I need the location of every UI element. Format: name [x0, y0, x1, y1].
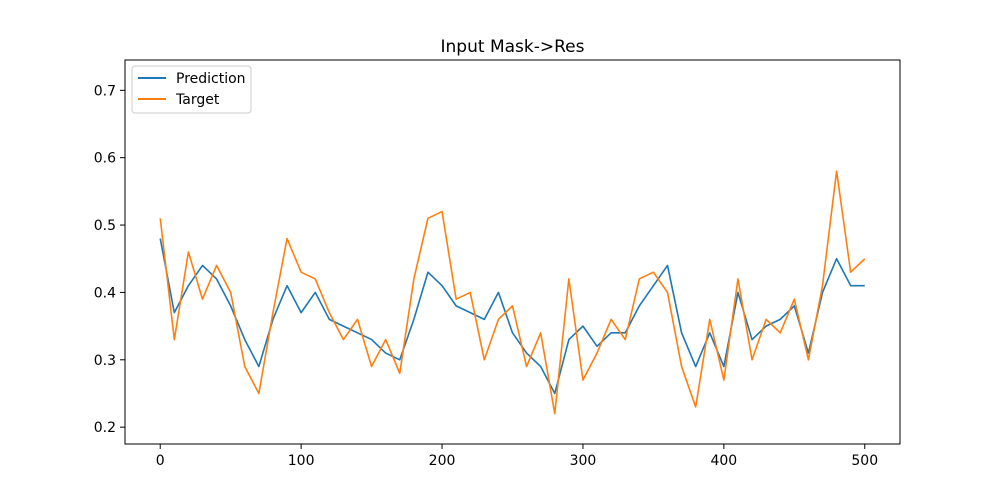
- x-tick-label: 300: [570, 453, 597, 469]
- legend-label-prediction: Prediction: [176, 71, 246, 87]
- y-tick-label: 0.5: [94, 218, 116, 234]
- chart-title: Input Mask->Res: [441, 37, 585, 57]
- y-tick-label: 0.3: [94, 353, 116, 369]
- legend-label-target: Target: [175, 92, 220, 108]
- y-tick-label: 0.4: [94, 285, 116, 301]
- y-tick-label: 0.7: [94, 83, 116, 99]
- x-axis: 0 100 200 300 400 500: [156, 444, 878, 469]
- legend: Prediction Target: [131, 65, 252, 114]
- x-tick-label: 100: [288, 453, 315, 469]
- y-axis: 0.2 0.3 0.4 0.5 0.6 0.7: [94, 83, 125, 436]
- x-tick-label: 0: [156, 453, 165, 469]
- series-line-prediction: [159, 238, 865, 395]
- x-tick-label: 400: [710, 453, 737, 469]
- y-tick-label: 0.2: [94, 420, 116, 436]
- x-tick-label: 500: [851, 453, 878, 469]
- plot-lines: [159, 170, 866, 415]
- series-line-target: [159, 170, 866, 415]
- x-tick-label: 200: [429, 453, 456, 469]
- plot-frame: [124, 59, 901, 445]
- y-tick-label: 0.6: [94, 151, 116, 167]
